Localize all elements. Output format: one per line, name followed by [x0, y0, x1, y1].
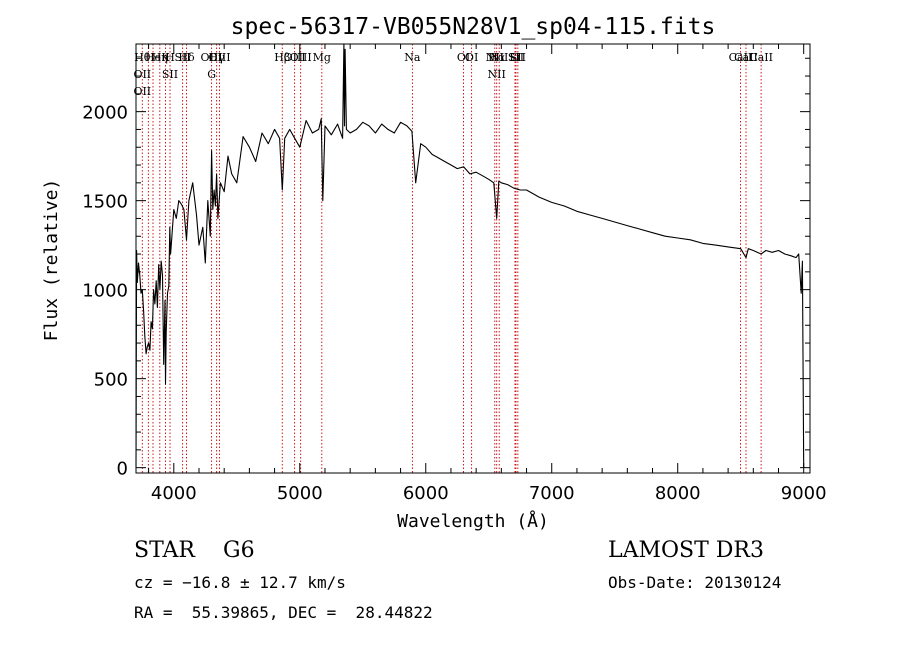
line-marker-label: Hγ — [209, 51, 226, 64]
subclass-label: G6 — [223, 538, 255, 563]
line-marker-label: OII — [133, 68, 151, 81]
spectrum-series — [135, 43, 805, 468]
line-marker-label: Hθ — [134, 51, 151, 64]
x-axis-ticks: 4000 5000 6000 7000 8000 9000 — [148, 44, 827, 504]
coordinates-label: RA = 55.39865, DEC = 28.44822 — [134, 603, 433, 622]
line-marker-label: Hδ — [178, 51, 195, 64]
y-axis-ticks: 0 500 1000 1500 2000 — [82, 57, 810, 480]
line-marker-label: CaII — [729, 51, 753, 64]
redshift-label: cz = −16.8 ± 12.7 km/s — [134, 573, 346, 592]
y-tick-label: 500 — [94, 370, 128, 391]
line-marker-label: NII — [486, 51, 504, 64]
line-marker-label: OI — [465, 51, 478, 64]
line-marker-label: SII — [508, 51, 524, 64]
y-tick-label: 2000 — [82, 103, 128, 124]
line-marker-label: Li — [510, 51, 521, 64]
plot-frame — [135, 43, 811, 474]
x-tick-label: 7000 — [529, 483, 575, 504]
line-marker-label: OII — [133, 85, 151, 98]
line-marker-label: Hα — [488, 51, 506, 64]
x-tick-label: 6000 — [403, 483, 449, 504]
line-marker-label: OIII — [284, 51, 306, 64]
line-marker-label: SII — [162, 68, 178, 81]
class-label: STAR — [134, 538, 195, 563]
line-marker-label: Na — [404, 51, 421, 64]
obs-date-label: Obs-Date: 20130124 — [608, 573, 782, 592]
line-marker-label: Hβ — [274, 51, 290, 64]
x-tick-label: 8000 — [655, 483, 701, 504]
line-marker-label: NII — [490, 51, 508, 64]
line-marker-label: NII — [488, 68, 506, 81]
x-axis-label: Wavelength (Å) — [397, 510, 549, 532]
survey-label: LAMOST DR3 — [608, 538, 764, 563]
line-marker-label: OIII — [201, 51, 223, 64]
line-marker-label: Mg — [313, 51, 331, 64]
y-tick-label: 1000 — [82, 281, 128, 302]
line-marker-label: OI — [457, 51, 470, 64]
line-marker-label: OIII — [290, 51, 312, 64]
line-marker-label: Hη — [152, 51, 168, 64]
line-marker-label: CaII — [734, 51, 758, 64]
line-marker-label: SII — [510, 51, 526, 64]
line-marker-label: OIII — [208, 51, 230, 64]
line-marker-label: K — [161, 51, 170, 64]
x-tick-label: 5000 — [277, 483, 323, 504]
chart-title: spec-56317-VB055N28V1_sp04-115.fits — [231, 14, 716, 40]
line-marker-label: G — [207, 68, 216, 81]
y-tick-label: 0 — [117, 459, 128, 480]
x-tick-label: 4000 — [151, 483, 197, 504]
x-tick-label: 9000 — [781, 483, 827, 504]
emission-line-markers — [141, 44, 762, 473]
line-marker-label: He — [145, 51, 161, 64]
line-marker-label: CaII — [749, 51, 773, 64]
line-marker-label: SII — [174, 51, 190, 64]
object-class: STAR G6 — [134, 538, 255, 563]
y-tick-label: 1500 — [82, 192, 128, 213]
line-marker-label: H — [165, 51, 175, 64]
spectrum-line — [135, 43, 805, 468]
y-axis-label: Flux (relative) — [41, 179, 62, 342]
